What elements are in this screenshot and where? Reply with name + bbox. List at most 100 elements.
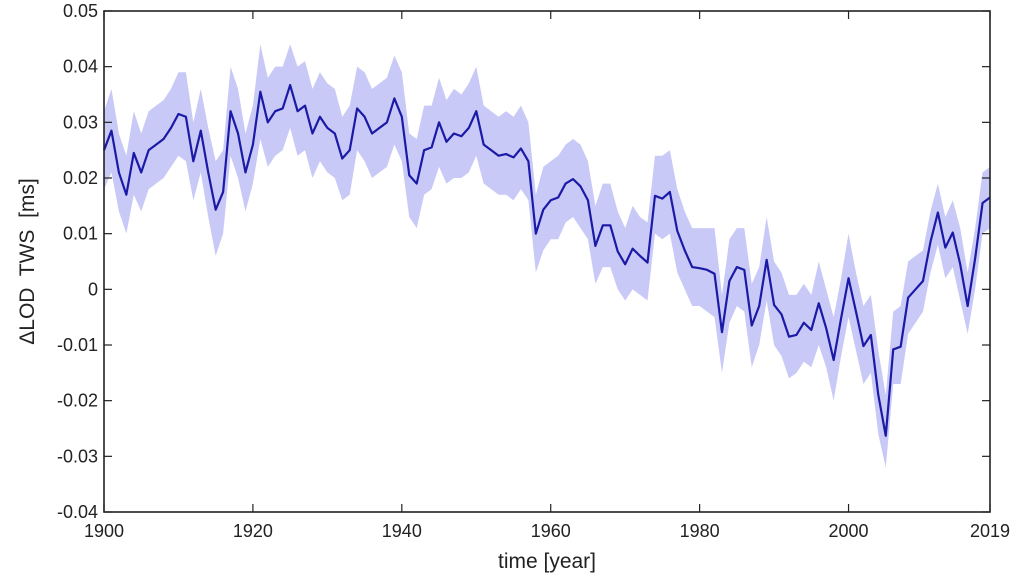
data-point — [594, 245, 596, 247]
data-point — [274, 110, 276, 112]
data-point — [125, 194, 127, 196]
data-point — [133, 152, 135, 154]
y-tick-label: -0.04 — [57, 502, 98, 522]
axes: -0.04 -0.03 -0.02 -0.01 0 0.01 0.02 0.03 0.04 0.0… — [57, 1, 1010, 541]
data-point — [513, 156, 515, 158]
data-point — [401, 116, 403, 118]
data-point — [862, 345, 864, 347]
data-point — [609, 224, 611, 226]
data-point — [252, 144, 254, 146]
data-point — [386, 121, 388, 123]
data-point — [483, 144, 485, 146]
data-point — [416, 183, 418, 185]
data-point — [974, 258, 976, 260]
data-point — [810, 329, 812, 331]
data-point — [550, 199, 552, 201]
y-tick-label: 0.03 — [63, 112, 98, 132]
y-tick-label: 0.01 — [63, 224, 98, 244]
data-point — [334, 132, 336, 134]
data-point — [647, 262, 649, 264]
data-point — [788, 336, 790, 338]
data-point — [326, 127, 328, 129]
x-tick-label: 1940 — [382, 521, 422, 541]
data-point — [267, 121, 269, 123]
data-point — [393, 97, 395, 99]
data-point — [490, 149, 492, 151]
data-point — [431, 146, 433, 148]
data-point — [572, 178, 574, 180]
y-tick-label: -0.02 — [57, 391, 98, 411]
data-point — [944, 247, 946, 249]
data-point — [736, 266, 738, 268]
data-point — [498, 155, 500, 157]
x-tick-label: 1920 — [233, 521, 273, 541]
data-point — [758, 305, 760, 307]
y-tick-label: 0.05 — [63, 1, 98, 21]
x-tick-label: 2000 — [829, 521, 869, 541]
data-point — [110, 130, 112, 132]
data-point — [952, 232, 954, 234]
data-point — [475, 110, 477, 112]
data-point — [542, 209, 544, 211]
data-point — [743, 269, 745, 271]
data-point — [900, 346, 902, 348]
data-point — [959, 263, 961, 265]
data-point — [840, 317, 842, 319]
data-point — [803, 322, 805, 324]
data-point — [766, 259, 768, 261]
data-point — [341, 158, 343, 160]
plot-area — [102, 44, 991, 468]
data-point — [163, 138, 165, 140]
data-point — [557, 196, 559, 198]
data-point — [617, 250, 619, 252]
data-point — [848, 277, 850, 279]
data-point — [170, 127, 172, 129]
data-point — [870, 334, 872, 336]
data-point — [929, 241, 931, 243]
data-point — [773, 304, 775, 306]
data-point — [408, 174, 410, 176]
data-point — [230, 110, 232, 112]
data-point — [691, 266, 693, 268]
data-point — [222, 191, 224, 193]
data-point — [699, 267, 701, 269]
plot-frame — [103, 10, 991, 513]
data-point — [833, 359, 835, 361]
data-point — [364, 116, 366, 118]
data-point — [624, 263, 626, 265]
data-point — [892, 348, 894, 350]
data-point — [445, 141, 447, 143]
y-tick-label: 0.04 — [63, 57, 98, 77]
data-point — [453, 132, 455, 134]
data-point — [207, 171, 209, 173]
data-point — [311, 132, 313, 134]
data-point — [915, 288, 917, 290]
y-tick-label: -0.03 — [57, 446, 98, 466]
data-point — [259, 91, 261, 93]
data-point — [505, 153, 507, 155]
data-point — [282, 107, 284, 109]
data-point — [371, 132, 373, 134]
data-point — [185, 116, 187, 118]
x-tick-label: 2019 — [970, 521, 1010, 541]
uncertainty-band — [104, 44, 990, 468]
data-point — [587, 199, 589, 201]
data-point — [855, 311, 857, 313]
data-point — [602, 224, 604, 226]
data-point — [148, 149, 150, 151]
data-point — [192, 160, 194, 162]
data-point — [118, 171, 120, 173]
data-point — [200, 130, 202, 132]
y-tick-label: 0.02 — [63, 168, 98, 188]
data-point — [378, 127, 380, 129]
data-point — [155, 144, 157, 146]
data-point — [795, 334, 797, 336]
data-point — [215, 209, 217, 211]
data-point — [751, 325, 753, 327]
data-point — [676, 230, 678, 232]
data-point — [438, 121, 440, 123]
data-point — [706, 269, 708, 271]
data-point — [937, 212, 939, 214]
data-point — [535, 233, 537, 235]
data-point — [140, 171, 142, 173]
